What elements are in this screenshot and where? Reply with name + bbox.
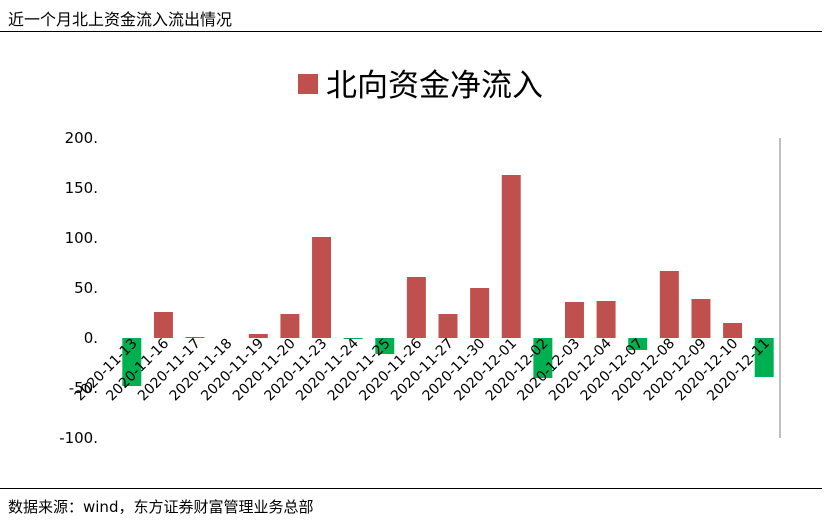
bar (754, 338, 774, 377)
bar (659, 271, 679, 338)
bar (596, 301, 616, 338)
y-tick-label: 100. (65, 229, 98, 247)
bar (185, 337, 205, 338)
header-divider (0, 31, 822, 32)
page-title: 近一个月北上资金流入流出情况 (8, 10, 233, 29)
bar (406, 277, 426, 338)
legend-swatch (298, 74, 318, 94)
bar (343, 338, 363, 339)
y-tick-label: 50. (74, 279, 98, 297)
bar (153, 312, 173, 338)
bar (501, 175, 521, 338)
y-tick-label: -50. (69, 379, 98, 397)
bar-chart: 北向资金净流入-100.-50.0.50.100.150.200.2020-11… (59, 68, 781, 447)
bar (628, 338, 648, 350)
y-tick-label: 0. (84, 329, 98, 347)
bar (438, 314, 458, 338)
source-note: 数据来源：wind，东方证券财富管理业务总部 (8, 498, 314, 516)
header: 近一个月北上资金流入流出情况 (0, 0, 826, 32)
bar (122, 338, 142, 386)
bar (312, 237, 332, 338)
bar (691, 299, 711, 338)
bar (248, 334, 268, 338)
bar (533, 338, 553, 378)
bar (564, 302, 584, 338)
bar (470, 288, 490, 338)
y-tick-label: -100. (59, 429, 98, 447)
y-tick-label: 150. (65, 179, 98, 197)
bar (723, 323, 743, 338)
footer-divider (0, 488, 822, 489)
y-tick-label: 200. (65, 129, 98, 147)
legend-label: 北向资金净流入 (326, 68, 543, 104)
bar (375, 338, 395, 354)
bar (280, 314, 300, 338)
